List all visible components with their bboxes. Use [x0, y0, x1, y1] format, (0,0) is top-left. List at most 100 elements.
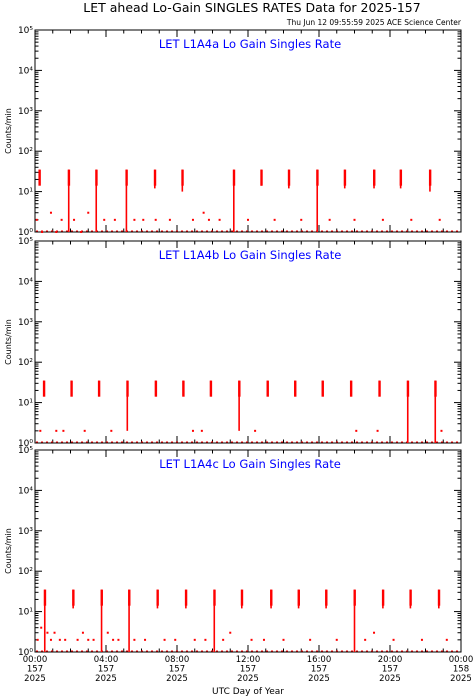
data-point — [87, 638, 90, 641]
data-point — [87, 211, 90, 214]
data-point — [142, 218, 145, 221]
x-tick-label: 20:00 — [378, 655, 403, 665]
data-point — [41, 231, 44, 233]
y-tick-label: 10² — [18, 147, 33, 157]
data-point — [335, 638, 338, 641]
x-tick-label: 157 — [98, 665, 114, 675]
x-tick-label: 00:00 — [23, 655, 48, 665]
data-point — [229, 631, 232, 634]
data-point — [250, 638, 253, 641]
data-point — [40, 626, 43, 629]
data-point — [46, 631, 49, 634]
data-point — [373, 631, 376, 634]
data-point — [191, 429, 194, 432]
y-tick-label: 10⁵ — [18, 446, 33, 456]
data-point — [36, 638, 39, 641]
data-point — [445, 638, 448, 641]
data-point — [76, 638, 79, 641]
data-burst-peak — [260, 169, 263, 186]
data-burst-peak — [434, 380, 437, 397]
y-tick-label: 10⁵ — [18, 237, 33, 247]
data-burst-peak — [70, 380, 73, 397]
x-axis-label: UTC Day of Year — [212, 687, 284, 697]
data-burst-peak — [126, 380, 129, 397]
figure-title: LET ahead Lo-Gain SINGLES RATES Data for… — [83, 0, 420, 15]
x-tick-label: 2025 — [450, 674, 472, 684]
data-burst-peak — [349, 380, 353, 397]
y-axis-label: Counts/min — [4, 528, 13, 574]
data-point — [62, 429, 65, 432]
x-tick-label: 04:00 — [94, 655, 119, 665]
x-tick-label: 158 — [453, 665, 469, 675]
data-burst-peak — [294, 380, 297, 397]
x-tick-label: 157 — [240, 665, 256, 675]
x-tick-label: 2025 — [166, 674, 188, 684]
data-point — [247, 218, 249, 221]
data-point — [440, 429, 443, 432]
x-tick-label: 16:00 — [307, 655, 332, 665]
y-tick-label: 10⁰ — [18, 439, 33, 449]
x-tick-label: 2025 — [308, 674, 330, 684]
data-point — [381, 218, 384, 221]
data-point — [60, 218, 63, 221]
data-burst-peak — [343, 169, 347, 186]
data-burst-peak — [316, 169, 319, 186]
x-tick-label: 12:00 — [236, 655, 261, 665]
data-point — [191, 218, 194, 221]
data-burst-peak — [100, 589, 103, 606]
data-burst-peak — [153, 169, 157, 186]
y-tick-label: 10⁵ — [18, 26, 33, 36]
data-burst-peak — [270, 589, 273, 606]
chart-panel-3: 10⁰ 10¹ 10² 10³ 10⁴ 10⁵ Counts/min LET L1A4c Lo… — [4, 446, 473, 684]
data-point — [193, 638, 196, 641]
data-point — [49, 211, 52, 214]
y-tick-label: 10³ — [18, 107, 33, 117]
data-point — [49, 638, 52, 641]
x-tick-label: 157 — [382, 665, 398, 675]
data-point — [353, 218, 356, 221]
data-burst-peak — [353, 589, 356, 606]
data-point — [328, 218, 331, 221]
data-point — [204, 638, 207, 641]
data-point — [154, 218, 157, 221]
data-point — [106, 631, 109, 634]
y-axis-label: Counts/min — [4, 108, 13, 154]
generation-timestamp: Thu Jun 12 09:55:59 2025 ACE Science Cen… — [286, 18, 462, 27]
data-point — [207, 218, 210, 221]
data-burst-peak — [95, 169, 98, 186]
data-burst-peak — [428, 169, 432, 186]
data-point — [35, 218, 38, 221]
data-point — [83, 429, 86, 432]
data-point — [163, 638, 166, 641]
data-point — [438, 218, 441, 221]
y-tick-label: 10⁰ — [18, 228, 33, 238]
data-point — [81, 631, 84, 634]
panel-title: LET L1A4b Lo Gain Singles Rate — [159, 248, 342, 262]
chart-panels: 10⁰ 10¹ 10² 10³ 10⁴ 10⁵ Counts/min LET L1A4a Lo… — [4, 26, 473, 684]
data-burst-peak — [156, 589, 159, 606]
x-tick-label: 2025 — [24, 674, 46, 684]
x-tick-label: 2025 — [237, 674, 259, 684]
x-tick-label: 00:00 — [449, 655, 474, 665]
chart-panel-2: 10⁰ 10¹ 10² 10³ 10⁴ 10⁵ Counts/min LET L1A4b Lo… — [4, 237, 462, 449]
data-burst-peak — [409, 589, 412, 606]
data-point — [55, 231, 58, 233]
data-point — [222, 638, 225, 641]
data-point — [262, 638, 265, 641]
data-point — [202, 211, 205, 214]
data-burst-peak — [182, 380, 185, 397]
data-point — [80, 231, 83, 233]
y-tick-label: 10³ — [18, 527, 33, 537]
y-axis-label: Counts/min — [4, 319, 13, 365]
y-tick-label: 10³ — [18, 318, 33, 328]
data-burst-peak — [209, 380, 213, 397]
x-tick-label: 2025 — [95, 674, 117, 684]
data-burst-peak — [43, 589, 47, 606]
plot-frame — [34, 29, 462, 233]
data-point — [174, 638, 177, 641]
data-burst-peak — [125, 169, 128, 186]
x-tick-label: 08:00 — [165, 655, 190, 665]
data-point — [168, 218, 171, 221]
data-point — [110, 429, 113, 432]
data-point — [392, 638, 395, 641]
